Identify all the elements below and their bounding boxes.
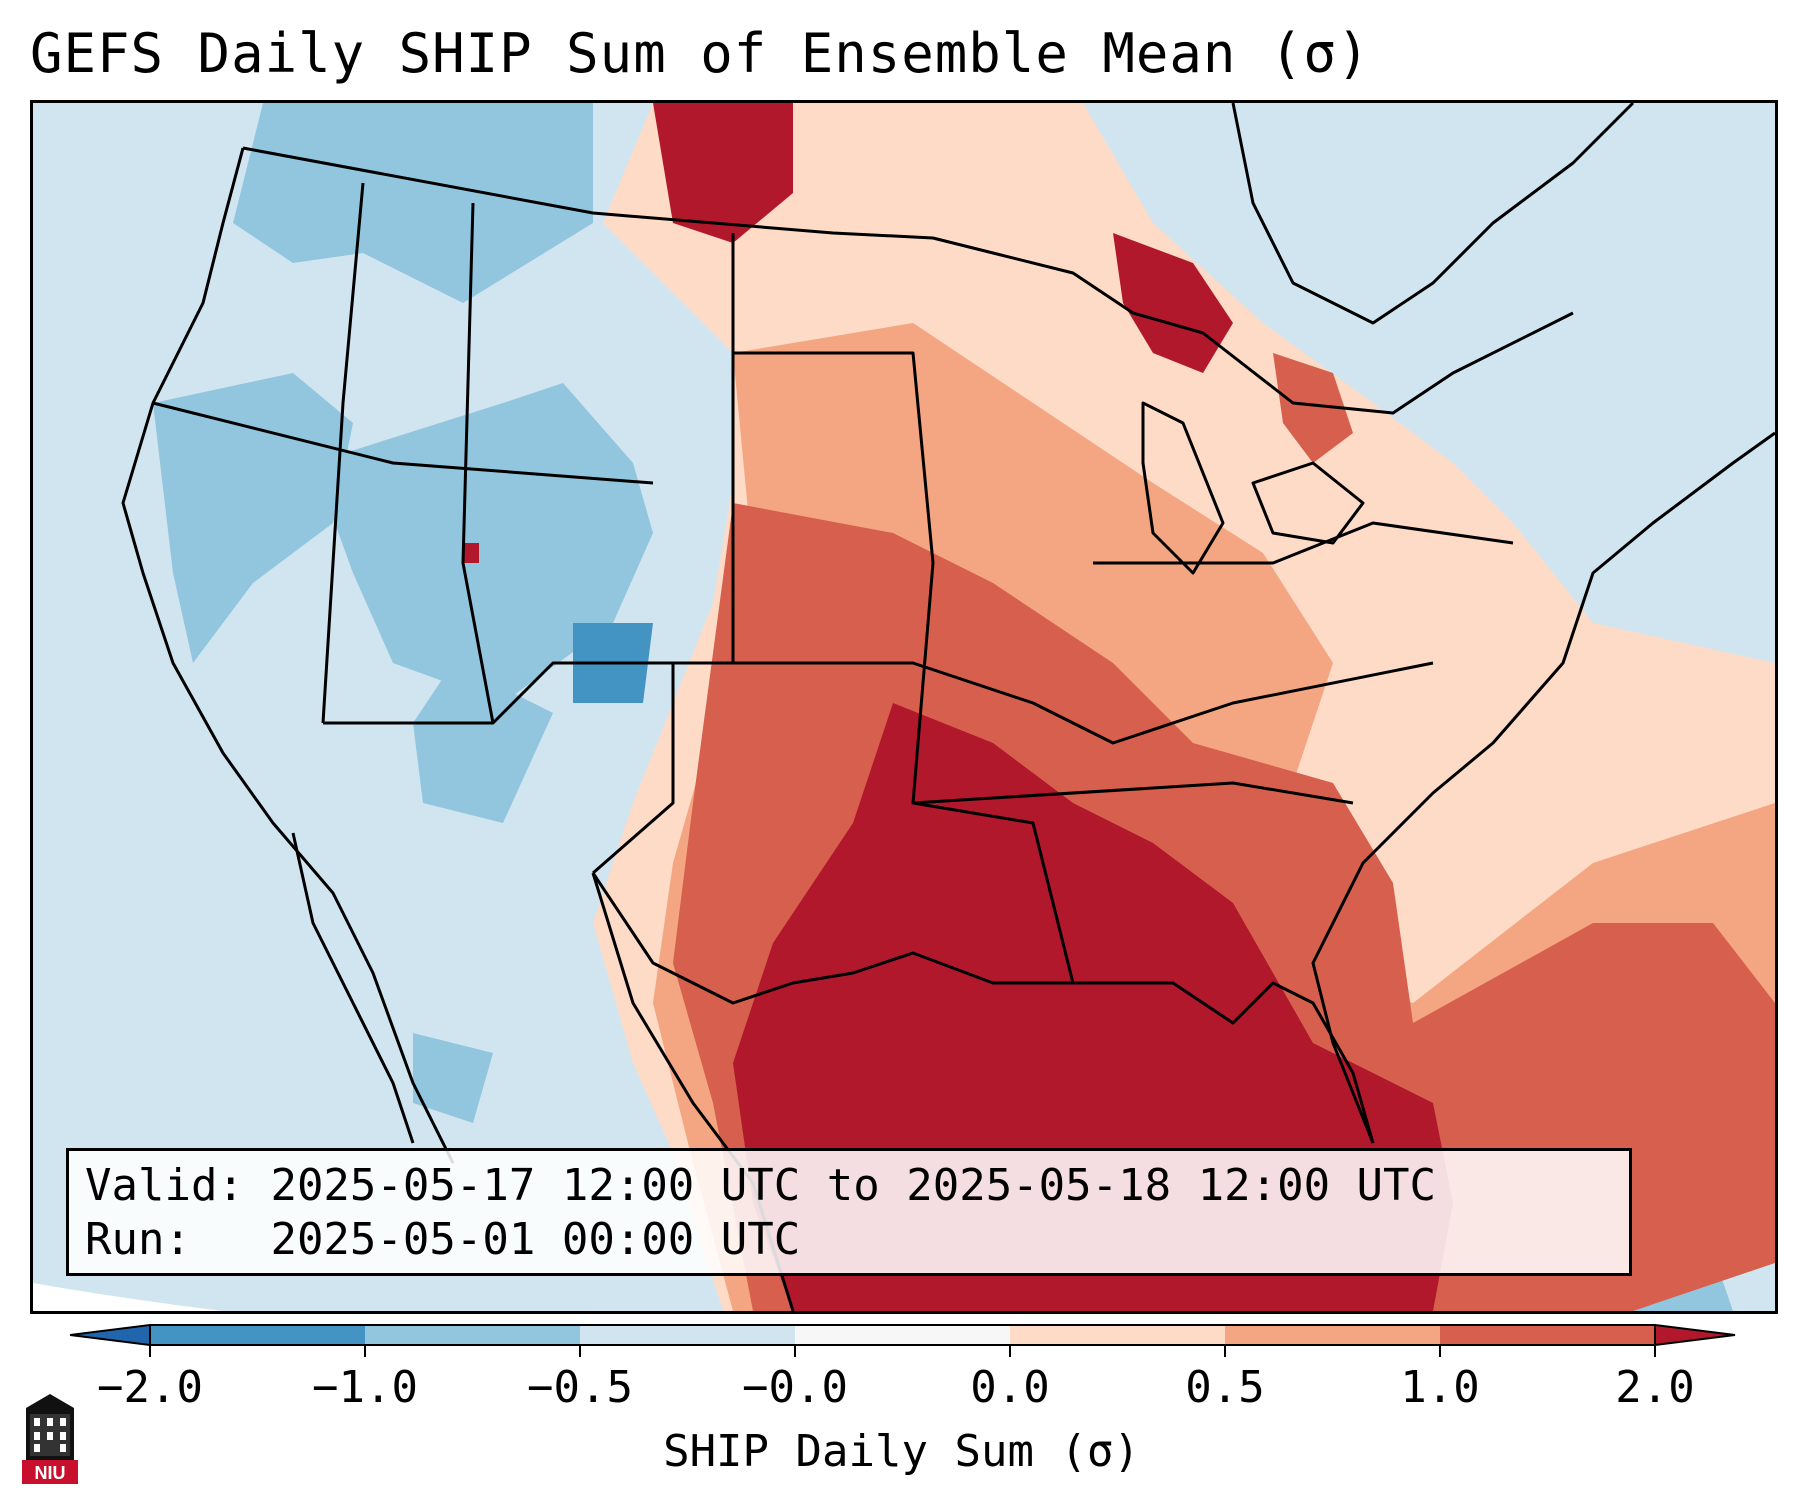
niu-tower-logo-icon: NIU bbox=[22, 1394, 78, 1484]
colorbar-tick-label: −0.0 bbox=[742, 1362, 848, 1413]
west-coast bbox=[121, 147, 455, 1164]
state-line bbox=[733, 351, 1075, 984]
map-frame bbox=[30, 100, 1778, 1314]
anomaly-region bbox=[653, 103, 793, 243]
ship-anomaly-map bbox=[33, 103, 1775, 1311]
state-line bbox=[461, 202, 495, 724]
us-canada-border bbox=[242, 146, 1574, 415]
colorbar bbox=[70, 1323, 1736, 1357]
anomaly-region bbox=[413, 663, 553, 823]
colorbar-tick-label: 2.0 bbox=[1615, 1362, 1695, 1413]
colorbar-label: SHIP Daily Sum (σ) bbox=[663, 1426, 1140, 1477]
state-line bbox=[673, 661, 1434, 745]
colorbar-segment bbox=[580, 1325, 795, 1345]
state-line bbox=[912, 781, 1354, 805]
colorbar-segment bbox=[365, 1325, 580, 1345]
colorbar-segment bbox=[1225, 1325, 1440, 1345]
state-line bbox=[321, 182, 365, 724]
state-line bbox=[323, 661, 675, 875]
baja-peninsula bbox=[291, 832, 415, 1144]
valid-value: 2025-05-17 12:00 UTC to 2025-05-18 12:00… bbox=[270, 1160, 1437, 1211]
valid-label: Valid: bbox=[85, 1160, 244, 1211]
colorbar-outline bbox=[149, 1324, 1656, 1346]
anomaly-region bbox=[413, 1033, 493, 1123]
anomaly-region bbox=[1273, 353, 1353, 463]
run-label: Run: bbox=[85, 1214, 191, 1265]
gulf-coast bbox=[591, 872, 1375, 1144]
colorbar-segment bbox=[150, 1325, 365, 1345]
colorbar-tick-label: 0.5 bbox=[1185, 1362, 1265, 1413]
colorbar-segment bbox=[795, 1325, 1010, 1345]
colorbar-tick-label: 0.0 bbox=[970, 1362, 1050, 1413]
outside-domain bbox=[33, 1283, 223, 1311]
validity-info-box: Valid: 2025-05-17 12:00 UTC to 2025-05-1… bbox=[66, 1148, 1632, 1276]
colorbar-tick-label: −2.0 bbox=[97, 1362, 203, 1413]
colorbar-extend-high bbox=[1654, 1323, 1736, 1347]
positive-anomaly-regions bbox=[463, 103, 1775, 1311]
colorbar-tick-label: −0.5 bbox=[527, 1362, 633, 1413]
colorbar-segment bbox=[1010, 1325, 1225, 1345]
map-title: GEFS Daily SHIP Sum of Ensemble Mean (σ) bbox=[30, 22, 1371, 85]
colorbar-tick-label: 1.0 bbox=[1400, 1362, 1480, 1413]
great-lakes bbox=[1141, 401, 1225, 575]
colorbar-tick-label: −1.0 bbox=[312, 1362, 418, 1413]
state-line bbox=[152, 401, 654, 485]
colorbar-segments bbox=[70, 1323, 1736, 1357]
hudson-bay-coast bbox=[1231, 103, 1635, 325]
anomaly-region bbox=[233, 103, 593, 303]
anomaly-region bbox=[463, 543, 479, 563]
run-value: 2025-05-01 00:00 UTC bbox=[270, 1214, 801, 1265]
svg-text:NIU: NIU bbox=[35, 1463, 66, 1483]
great-lakes bbox=[1251, 461, 1365, 545]
anomaly-region bbox=[153, 373, 353, 663]
colorbar-segment bbox=[1440, 1325, 1655, 1345]
anomaly-region bbox=[1113, 233, 1233, 373]
east-coast bbox=[1311, 431, 1775, 1144]
colorbar-extend-low bbox=[70, 1323, 151, 1347]
